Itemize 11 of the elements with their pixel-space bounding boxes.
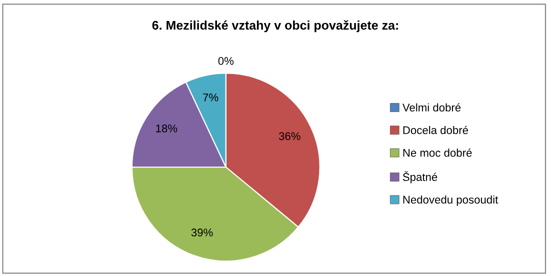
data-label: 39% — [191, 228, 213, 236]
legend-label: Špatné — [402, 171, 438, 184]
legend-label: Ne moc dobré — [403, 148, 472, 157]
legend-label: Nedovedu posoudit — [403, 195, 498, 206]
text: 0% — [218, 57, 234, 65]
data-label: 36% — [278, 132, 300, 140]
data-label: 7% — [203, 94, 218, 102]
legend-label: Velmi dobré — [402, 103, 461, 112]
legend-label: Docela dobré — [403, 126, 468, 134]
chart-title: 6. Mezilidské vztahy v obci považujete za: — [152, 20, 398, 32]
data-label: 18% — [156, 124, 178, 132]
